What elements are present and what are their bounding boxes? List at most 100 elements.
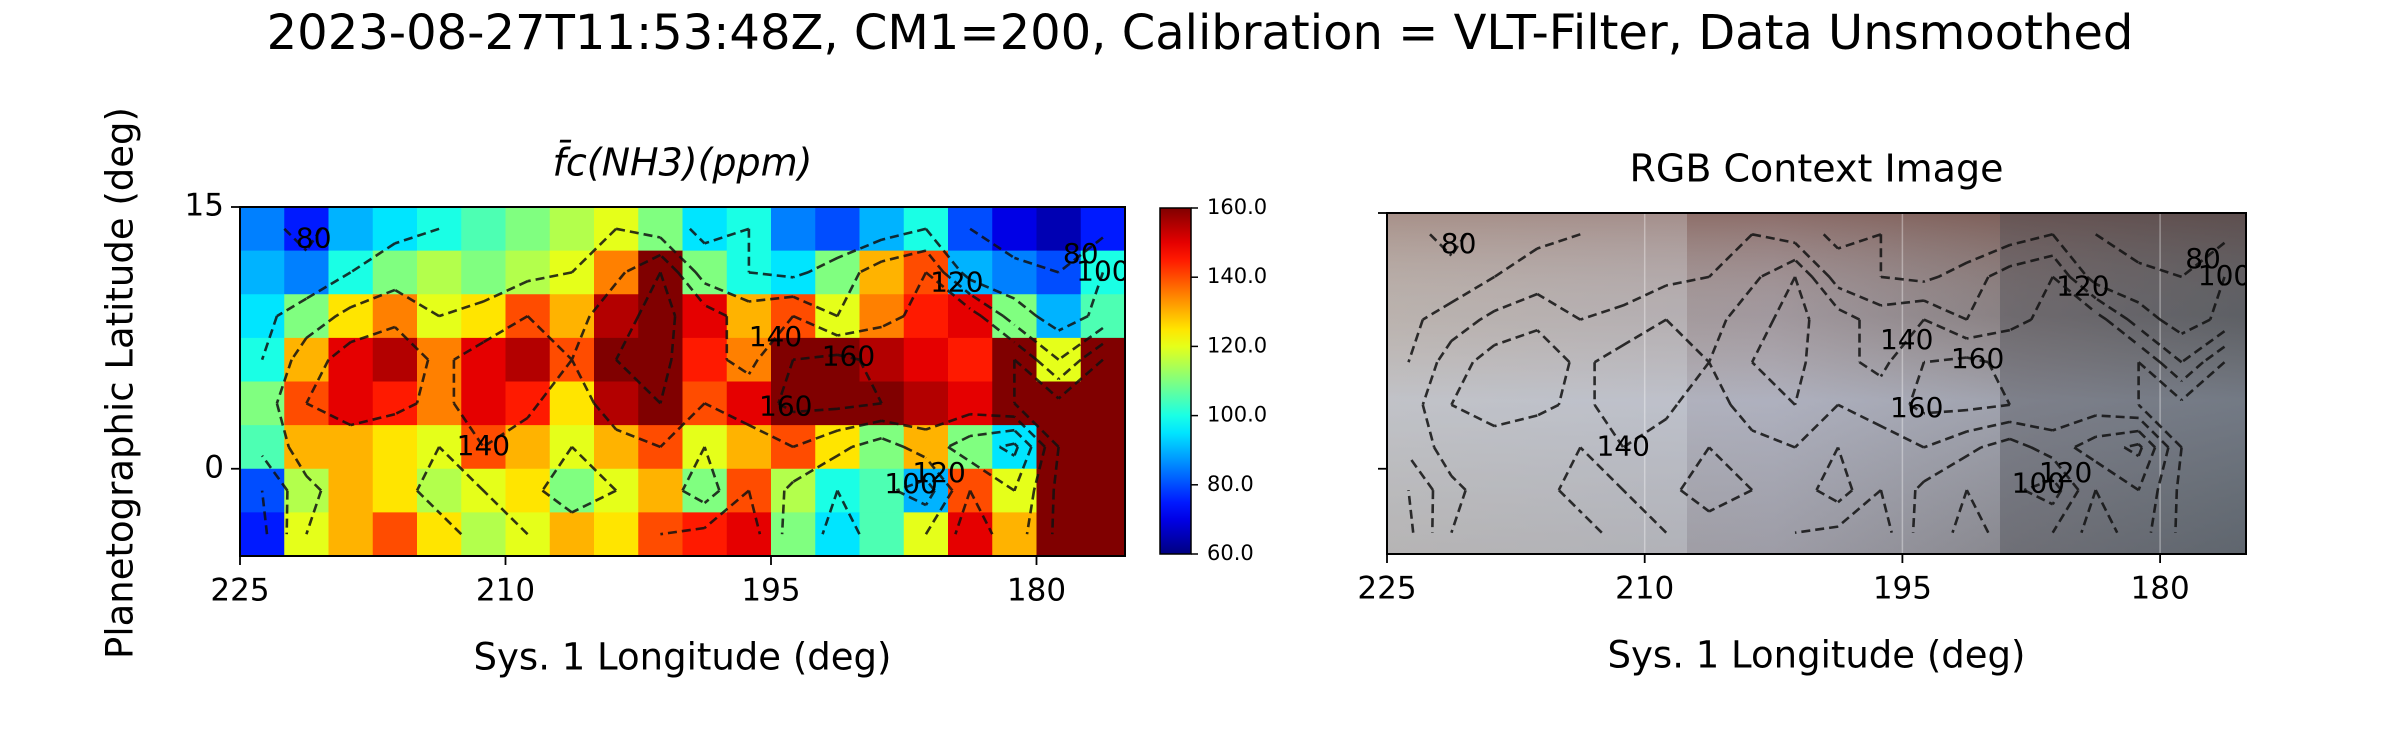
x-axis-label: Sys. 1 Longitude (deg) (474, 636, 892, 679)
heatmap-cell (240, 207, 285, 252)
heatmap-cell (328, 337, 374, 382)
heatmap-cell (328, 207, 374, 252)
colorbar-tick-label: 140.0 (1207, 264, 1267, 288)
x-tick-label: 180 (1007, 573, 1066, 609)
contour-label: 120 (912, 456, 965, 489)
contour-label: 100 (1076, 254, 1129, 287)
contour-label: 80 (1063, 237, 1099, 270)
heatmap-cell (417, 512, 462, 556)
x-tick-label: 210 (476, 573, 535, 609)
heatmap-cell (284, 294, 329, 339)
heatmap-cell (417, 250, 462, 295)
heatmap-cell (1080, 425, 1125, 470)
heatmap-cell (549, 468, 595, 513)
heatmap-cell (284, 512, 329, 556)
contour-label: 140 (749, 320, 802, 353)
contour-line (305, 253, 1104, 536)
heatmap-cell (815, 337, 860, 382)
heatmap-cell (461, 381, 506, 426)
y-tick-label: 0 (204, 449, 224, 485)
heatmap-cell (948, 337, 993, 382)
heatmap-cell (903, 337, 949, 382)
heatmap-cell (594, 425, 639, 470)
colorbar (1159, 207, 1192, 555)
axes-frame (239, 206, 1126, 557)
heatmap-cell (859, 381, 905, 426)
heatmap-cell (948, 294, 993, 339)
heatmap-cell (461, 337, 506, 382)
contour-line (260, 227, 1104, 535)
heatmap-cell (726, 512, 772, 556)
heatmap-cell (240, 250, 285, 295)
x-tick-label: 195 (741, 573, 800, 609)
heatmap-cell (682, 294, 728, 339)
contour-line (1407, 233, 2226, 534)
heatmap-cell (461, 250, 506, 295)
heatmap-cell (682, 337, 728, 382)
heatmap-cell (505, 337, 551, 382)
heatmap-cell (328, 425, 374, 470)
x-tick-label: 180 (2131, 571, 2190, 607)
contour-label: 80 (296, 222, 332, 255)
contour-line (1407, 233, 2226, 533)
heatmap-cell (372, 250, 418, 295)
heatmap-cell (815, 207, 860, 252)
contour-label: 160 (759, 390, 812, 423)
heatmap-cell (549, 294, 595, 339)
heatmap-cell (240, 512, 285, 556)
contour-line (260, 227, 1105, 535)
heatmap-cell (549, 207, 595, 252)
heatmap-cell (505, 207, 551, 252)
heatmap-cell (461, 207, 506, 252)
contour-label: 140 (457, 429, 510, 462)
heatmap-cell (1080, 512, 1125, 556)
heatmap-cell (549, 381, 595, 426)
figure-title: 2023-08-27T11:53:48Z, CM1=200, Calibrati… (267, 5, 2134, 61)
panel-title: RGB Context Image (1630, 147, 2004, 191)
rgb-image (1387, 213, 2246, 554)
heatmap-cell (771, 207, 816, 252)
heatmap-cell (594, 512, 639, 556)
x-tick-label: 225 (210, 573, 269, 609)
heatmap-cell (948, 425, 993, 470)
heatmap-cell (1036, 512, 1082, 556)
heatmap-cell (594, 250, 639, 295)
heatmap-cell (948, 512, 993, 556)
heatmap-cell (1080, 207, 1125, 252)
heatmap-cell (284, 207, 329, 252)
heatmap-cell (549, 250, 595, 295)
heatmap-cell (815, 294, 860, 339)
heatmap-cell (682, 207, 728, 252)
heatmap-cell (461, 425, 506, 470)
heatmap-cell (903, 512, 949, 556)
contour-label: 100 (884, 467, 937, 500)
heatmap-cell (992, 468, 1037, 513)
heatmap-cell (638, 207, 683, 252)
x-tick-label: 195 (1873, 571, 1932, 607)
x-tick-label: 225 (1357, 571, 1416, 607)
heatmap-cell (372, 512, 418, 556)
heatmap-cell (594, 381, 639, 426)
heatmap-cell (1036, 381, 1082, 426)
heatmap-cell (240, 425, 285, 470)
colorbar-tick-label: 60.0 (1207, 541, 1254, 565)
heatmap-cell (859, 512, 905, 556)
heatmap-cell (815, 512, 860, 556)
contour-line (1450, 258, 2226, 534)
heatmap-cell (328, 512, 374, 556)
contour-label: 160 (822, 339, 875, 372)
heatmap-cell (682, 512, 728, 556)
heatmap-cell (1036, 468, 1082, 513)
heatmap-cell (284, 250, 329, 295)
heatmap-cell (372, 425, 418, 470)
contour-line (1750, 276, 2226, 533)
heatmap-cell (903, 425, 949, 470)
contour-label: 80 (1441, 227, 1477, 260)
heatmap-cell (372, 468, 418, 513)
heatmap-cell (1036, 337, 1082, 382)
heatmap-cell (284, 425, 329, 470)
heatmap-cell (549, 512, 595, 556)
heatmap-cell (1036, 294, 1082, 339)
heatmap-cell (240, 337, 285, 382)
